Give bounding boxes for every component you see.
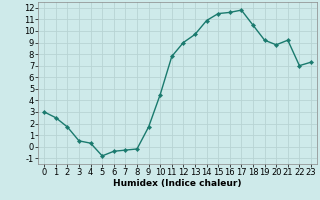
X-axis label: Humidex (Indice chaleur): Humidex (Indice chaleur) <box>113 179 242 188</box>
